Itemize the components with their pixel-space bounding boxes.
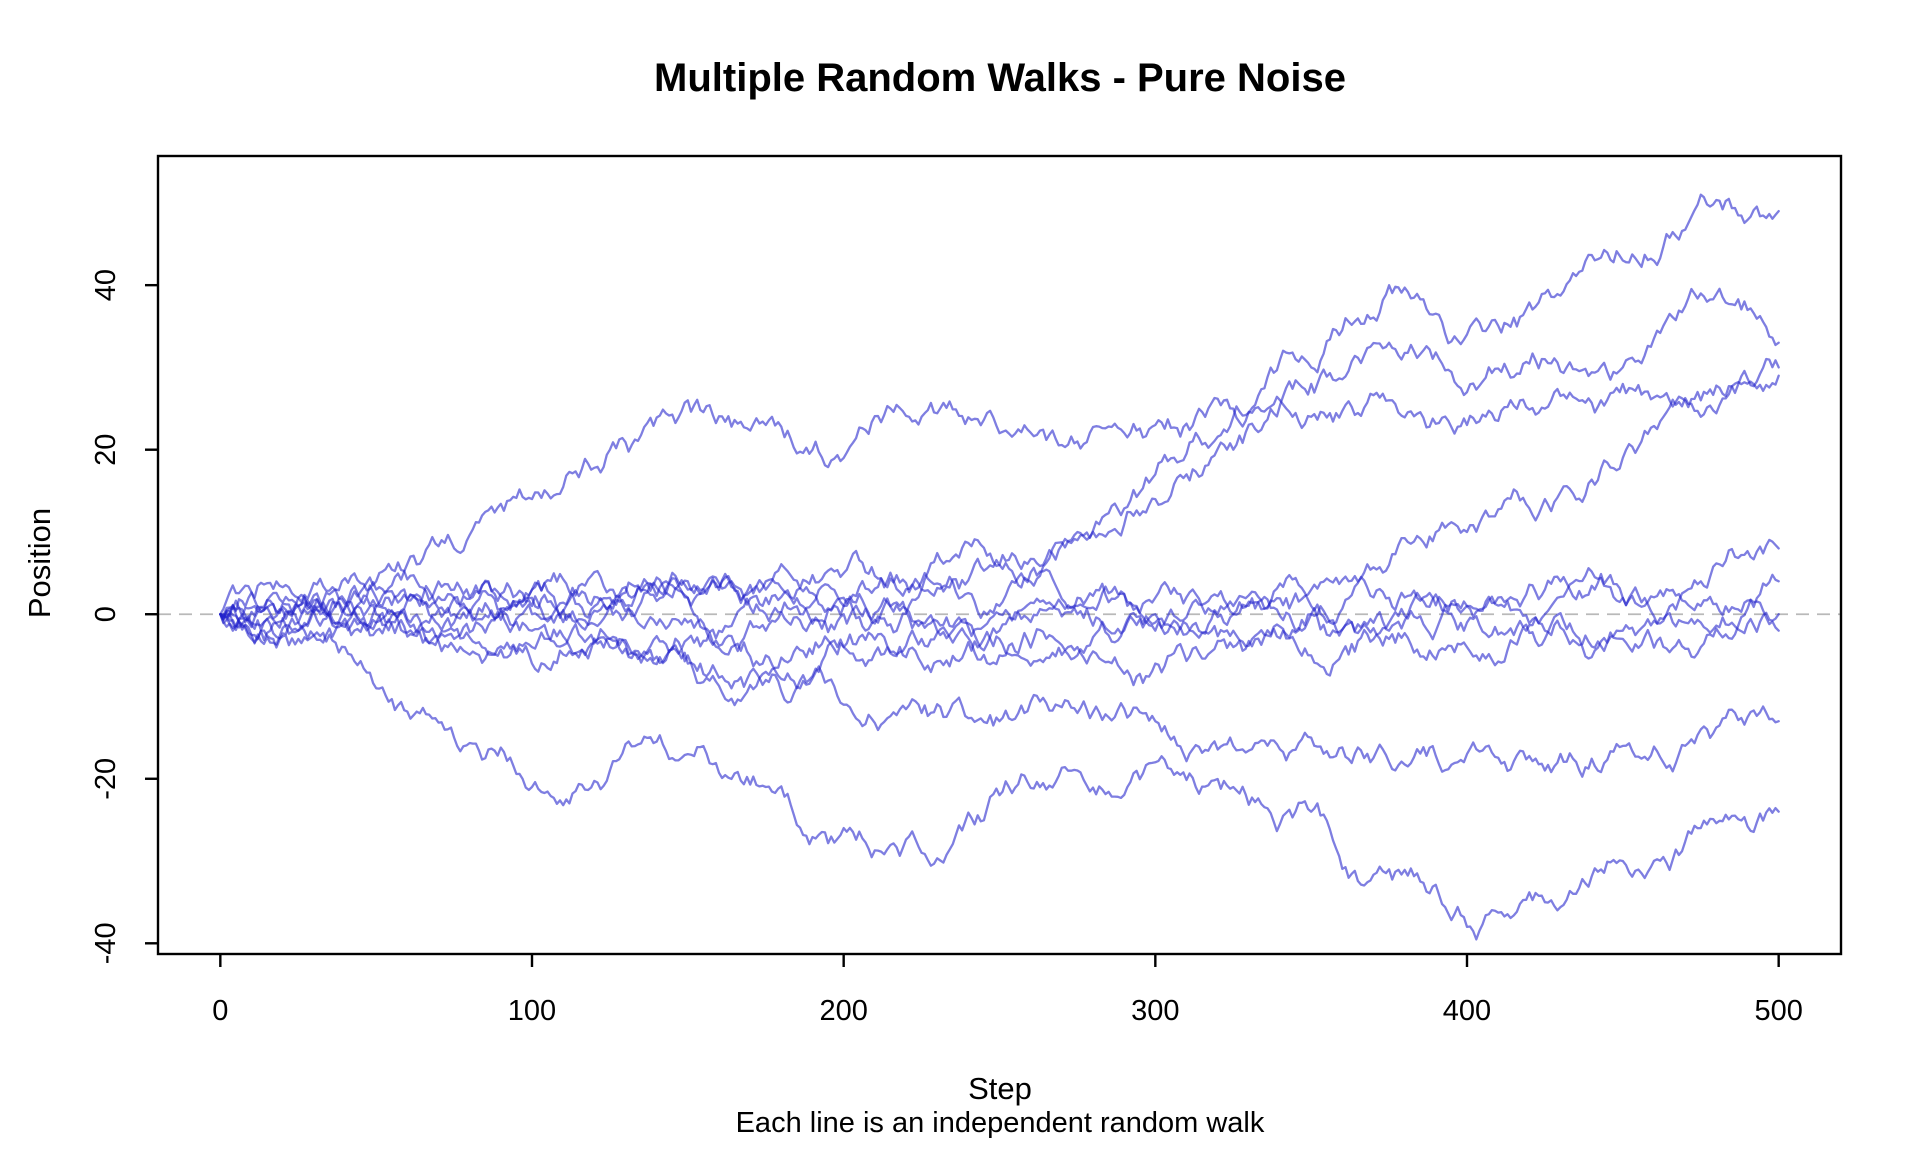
chart-caption: Each line is an independent random walk bbox=[735, 1107, 1265, 1139]
x-tick-label: 100 bbox=[508, 995, 556, 1027]
y-tick-label: 20 bbox=[90, 434, 122, 466]
y-tick-label: -20 bbox=[90, 758, 122, 800]
chart-title: Multiple Random Walks - Pure Noise bbox=[654, 56, 1346, 100]
x-tick-label: 200 bbox=[819, 995, 867, 1027]
walk-6-line bbox=[219, 567, 1780, 641]
walk-9-line bbox=[219, 595, 1780, 778]
x-axis-title: Step bbox=[968, 1071, 1032, 1106]
walk-10-line bbox=[219, 613, 1780, 941]
x-tick-label: 0 bbox=[212, 995, 228, 1027]
y-tick-label: -40 bbox=[90, 922, 122, 964]
walk-8-line bbox=[219, 598, 1780, 690]
plot-border bbox=[156, 154, 1843, 956]
x-tick-label: 500 bbox=[1754, 995, 1802, 1027]
walk-4-line bbox=[219, 374, 1780, 707]
walk-2-line bbox=[219, 287, 1780, 631]
walk-7-line bbox=[219, 577, 1780, 660]
walk-1-line bbox=[219, 193, 1780, 649]
y-tick-label: 40 bbox=[90, 269, 122, 301]
x-tick-label: 300 bbox=[1131, 995, 1179, 1027]
walk-5-line bbox=[219, 538, 1780, 648]
walk-lines-group bbox=[219, 193, 1780, 941]
y-tick-label: 0 bbox=[90, 606, 122, 622]
walk-3-line bbox=[219, 357, 1780, 646]
x-tick-label: 400 bbox=[1443, 995, 1491, 1027]
